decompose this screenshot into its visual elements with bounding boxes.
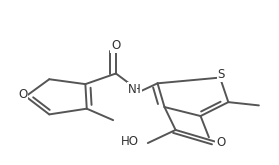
Text: O: O [18,88,28,101]
Text: HO: HO [121,135,139,148]
Text: S: S [218,68,225,81]
Text: O: O [111,39,121,52]
Text: N: N [128,83,136,96]
Text: O: O [216,136,225,149]
Text: H: H [132,83,141,96]
